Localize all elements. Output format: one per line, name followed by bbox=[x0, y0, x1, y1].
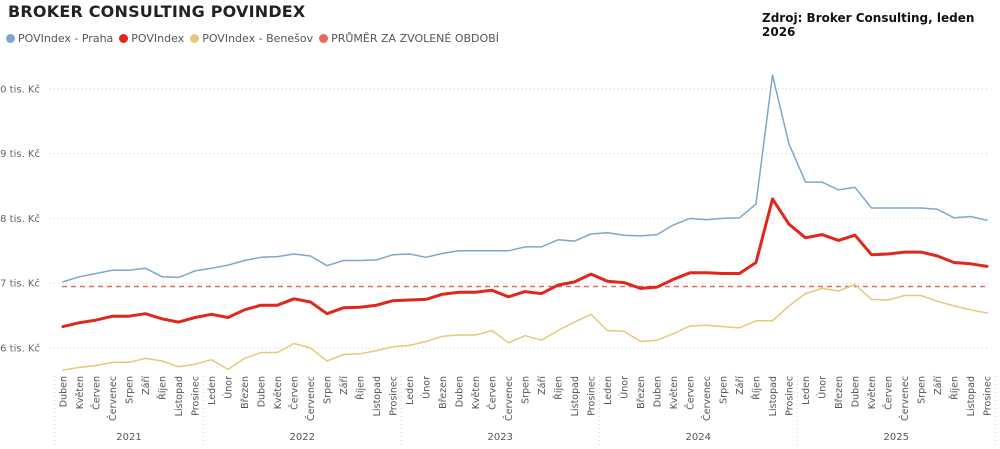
x-tick-label: Červenec bbox=[503, 376, 515, 421]
x-tick-label: Červen bbox=[883, 376, 895, 410]
y-tick-label: 7 tis. Kč bbox=[0, 278, 40, 290]
legend-label: POVIndex - Praha bbox=[18, 32, 114, 45]
year-label: 2025 bbox=[884, 432, 909, 443]
x-tick-label: Listopad bbox=[966, 376, 977, 416]
legend-marker-icon bbox=[119, 34, 129, 43]
x-axis-ticks: Duben Květen Červen Červenec Srpen Září Říjen L… bbox=[59, 376, 994, 421]
x-tick-label: Srpen bbox=[719, 376, 730, 404]
x-tick-label: Prosinec bbox=[191, 376, 202, 416]
gridlines bbox=[50, 88, 988, 349]
legend-item[interactable]: PRŮMĚR ZA ZVOLENÉ OBDOBÍ bbox=[319, 32, 499, 45]
x-tick-label: Květen bbox=[867, 376, 878, 409]
x-tick-label: Červenec bbox=[701, 376, 713, 421]
x-tick-label: Říjen bbox=[158, 376, 169, 400]
x-tick-label: Červen bbox=[487, 376, 499, 410]
legend-item[interactable]: POVIndex - Benešov bbox=[190, 32, 313, 45]
legend-item[interactable]: POVIndex - Praha bbox=[6, 32, 113, 45]
x-tick-label: Prosinec bbox=[983, 376, 994, 416]
x-tick-label: Srpen bbox=[323, 376, 334, 404]
x-tick-label: Červen bbox=[91, 376, 103, 410]
x-tick-label: Srpen bbox=[917, 376, 928, 404]
x-tick-label: Květen bbox=[273, 376, 284, 409]
x-tick-label: Leden bbox=[603, 376, 614, 405]
y-tick-label: 6 tis. Kč bbox=[0, 343, 40, 355]
chart-title: BROKER CONSULTING POVINDEX bbox=[8, 2, 306, 21]
x-tick-label: Prosinec bbox=[785, 376, 796, 416]
x-tick-label: Srpen bbox=[125, 376, 136, 404]
x-tick-label: Červen bbox=[289, 376, 301, 410]
source-note: Zdroj: Broker Consulting, leden 2026 bbox=[762, 11, 975, 39]
x-tick-label: Leden bbox=[405, 376, 416, 405]
x-tick-label: Listopad bbox=[372, 376, 383, 416]
legend-marker-icon bbox=[319, 34, 329, 43]
x-tick-label: Listopad bbox=[768, 376, 779, 416]
x-tick-label: Červenec bbox=[107, 376, 119, 421]
legend-item[interactable]: POVIndex bbox=[119, 32, 184, 45]
x-tick-label: Červen bbox=[685, 376, 697, 410]
x-tick-label: Březen bbox=[438, 376, 449, 409]
year-label: 2024 bbox=[686, 432, 711, 443]
x-tick-label: Září bbox=[141, 376, 152, 395]
legend-label: PRŮMĚR ZA ZVOLENÉ OBDOBÍ bbox=[331, 32, 499, 45]
x-tick-label: Květen bbox=[471, 376, 482, 409]
x-tick-label: Srpen bbox=[521, 376, 532, 404]
legend-marker-icon bbox=[190, 34, 200, 43]
x-tick-label: Prosinec bbox=[587, 376, 598, 416]
x-tick-label: Březen bbox=[834, 376, 845, 409]
x-tick-label: Září bbox=[933, 376, 944, 395]
y-axis-ticks: 6 tis. Kč 7 tis. Kč 8 tis. Kč 9 tis. Kč 10 t… bbox=[0, 83, 40, 354]
x-tick-label: Září bbox=[735, 376, 746, 395]
x-tick-label: Červenec bbox=[305, 376, 317, 421]
y-tick-label: 9 tis. Kč bbox=[0, 148, 40, 160]
x-tick-label: Únor bbox=[817, 376, 829, 399]
x-tick-label: Září bbox=[339, 376, 350, 395]
x-tick-label: Únor bbox=[421, 376, 433, 399]
legend-label: POVIndex - Benešov bbox=[202, 32, 314, 45]
legend: POVIndex - Praha POVIndex POVIndex - Beneš… bbox=[6, 32, 505, 45]
x-tick-label: Říjen bbox=[752, 376, 763, 400]
x-tick-label: Říjen bbox=[950, 376, 961, 400]
x-tick-label: Únor bbox=[223, 376, 235, 399]
y-tick-label: 8 tis. Kč bbox=[0, 213, 40, 225]
x-tick-label: Červenec bbox=[899, 376, 911, 421]
x-tick-label: Duben bbox=[653, 376, 664, 407]
x-tick-label: Září bbox=[537, 376, 548, 395]
x-tick-label: Leden bbox=[801, 376, 812, 405]
x-tick-label: Duben bbox=[257, 376, 268, 407]
x-tick-label: Duben bbox=[851, 376, 862, 407]
x-axis-years: 2021 2022 2023 2024 2025 bbox=[54, 376, 996, 448]
year-label: 2022 bbox=[290, 432, 315, 443]
series-line bbox=[62, 283, 988, 371]
legend-marker-icon bbox=[6, 34, 15, 43]
series-lines bbox=[61, 74, 989, 371]
x-tick-label: Říjen bbox=[554, 376, 565, 400]
series-line bbox=[62, 74, 988, 283]
year-label: 2021 bbox=[116, 432, 141, 443]
x-tick-label: Leden bbox=[207, 376, 218, 405]
x-tick-label: Únor bbox=[619, 376, 631, 399]
x-tick-label: Květen bbox=[669, 376, 680, 409]
x-tick-label: Listopad bbox=[174, 376, 185, 416]
y-tick-label: 10 tis. Kč bbox=[0, 83, 40, 95]
x-tick-label: Říjen bbox=[356, 376, 367, 400]
x-tick-label: Březen bbox=[636, 376, 647, 409]
x-tick-label: Duben bbox=[59, 376, 70, 407]
series-line bbox=[61, 197, 989, 329]
x-tick-label: Březen bbox=[240, 376, 251, 409]
legend-label: POVIndex bbox=[131, 32, 185, 45]
year-label: 2023 bbox=[488, 432, 513, 443]
x-tick-label: Prosinec bbox=[389, 376, 400, 416]
x-tick-label: Květen bbox=[75, 376, 86, 409]
x-tick-label: Duben bbox=[455, 376, 466, 407]
x-tick-label: Listopad bbox=[570, 376, 581, 416]
